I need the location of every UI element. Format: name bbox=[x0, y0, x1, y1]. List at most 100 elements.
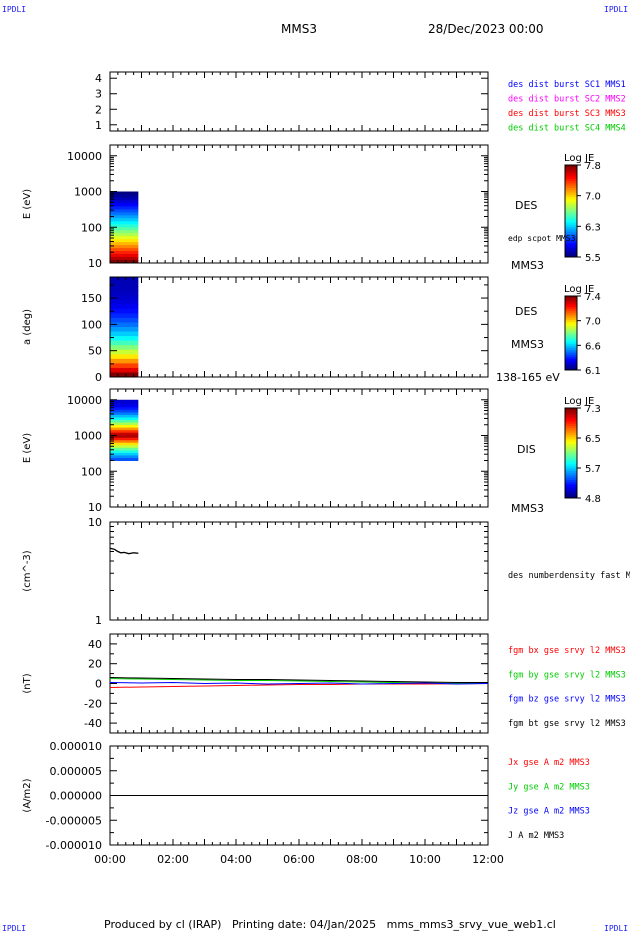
colorbar-cell-4 bbox=[565, 489, 577, 492]
colorbar-cell-4 bbox=[565, 444, 577, 447]
colorbar-cell-2 bbox=[565, 243, 577, 246]
colorbar-cell-4 bbox=[565, 493, 577, 497]
y-tick-label-7: 0.000005 bbox=[50, 765, 103, 778]
colorbar-cell-3 bbox=[565, 355, 577, 358]
pitch-angle-cell bbox=[110, 358, 139, 364]
legend-sc-4: des dist burst SC4 MMS4 bbox=[508, 124, 626, 134]
dis-energy-cell bbox=[110, 399, 139, 403]
colorbar-cell-3 bbox=[565, 349, 577, 352]
colorbar-cell-3 bbox=[565, 310, 577, 314]
panel-frame-1 bbox=[109, 71, 489, 132]
pitch-angle-cell bbox=[110, 322, 139, 328]
colorbar-cell-4 bbox=[565, 475, 577, 479]
panel-label-mms3: MMS3 bbox=[511, 259, 544, 272]
panel-label-des-pa: DES bbox=[515, 305, 537, 318]
y-tick-label-6: -40 bbox=[84, 717, 102, 730]
colorbar-cell-4 bbox=[565, 468, 577, 472]
y-tick-label-3: 100 bbox=[81, 318, 102, 331]
des-energy-cell bbox=[110, 257, 139, 261]
colorbar-cell-2 bbox=[565, 174, 577, 177]
des-energy-cell bbox=[110, 230, 139, 234]
y-tick-label-2: 1000 bbox=[74, 186, 102, 199]
plot-date: 28/Dec/2023 00:00 bbox=[428, 22, 544, 36]
colorbar-cell-3 bbox=[565, 342, 577, 345]
colorbar-tick-label-3: 7.0 bbox=[585, 317, 601, 328]
colorbar-cell-2 bbox=[565, 229, 577, 233]
pitch-angle-cell bbox=[110, 354, 139, 360]
colorbar-cell-3 bbox=[565, 351, 577, 354]
dis-energy-cell bbox=[110, 422, 139, 426]
colorbar-cell-3 bbox=[565, 366, 577, 369]
colorbar-cell-3 bbox=[565, 303, 577, 306]
colorbar-cell-2 bbox=[565, 220, 577, 223]
des-energy-cell bbox=[110, 245, 139, 249]
colorbar-cell-4 bbox=[565, 437, 577, 440]
colorbar-cell-2 bbox=[565, 176, 577, 180]
colorbar-cell-3 bbox=[565, 360, 577, 364]
des-energy-cell bbox=[110, 221, 139, 225]
pitch-angle-cell bbox=[110, 363, 139, 369]
colorbar-cell-4 bbox=[565, 459, 577, 463]
y-tick-label-1: 4 bbox=[95, 72, 102, 85]
colorbar-cell-2 bbox=[565, 247, 577, 251]
colorbar-cell-3 bbox=[565, 321, 577, 325]
colorbar-cell-2 bbox=[565, 254, 577, 258]
des-energy-cell bbox=[110, 203, 139, 207]
pitch-angle-cell bbox=[110, 372, 139, 378]
colorbar-tick-label-2: 5.5 bbox=[585, 253, 601, 264]
y-tick-label-7: -0.000010 bbox=[46, 839, 102, 852]
colorbar-cell-4 bbox=[565, 450, 577, 454]
colorbar-cell-2 bbox=[565, 238, 577, 242]
y-tick-label-4: 1000 bbox=[74, 430, 102, 443]
colorbar-cell-3 bbox=[565, 320, 577, 323]
dis-energy-cell bbox=[110, 430, 139, 434]
b-field-line-1 bbox=[109, 683, 489, 688]
colorbar-cell-4 bbox=[565, 466, 577, 470]
panel-label-energy-range: 138-165 eV bbox=[496, 371, 560, 384]
y-tick-label-2: 10000 bbox=[67, 150, 102, 163]
y-tick-label-4: 10 bbox=[88, 501, 102, 514]
legend-bfield-4: fgm bt gse srvy l2 MMS3 bbox=[508, 719, 626, 729]
colorbar-cell-2 bbox=[565, 192, 577, 196]
colorbar-cell-3 bbox=[565, 353, 577, 356]
y-tick-label-1: 2 bbox=[95, 103, 102, 116]
colorbar-cell-3 bbox=[565, 333, 577, 336]
colorbar-tick-label-2: 7.8 bbox=[585, 161, 601, 172]
colorbar-cell-2 bbox=[565, 197, 577, 200]
colorbar-cell-2 bbox=[565, 167, 577, 171]
y-tick-label-3: 150 bbox=[81, 292, 102, 305]
panel-frame-3 bbox=[109, 276, 489, 378]
b-field-line-4 bbox=[109, 677, 488, 684]
corner-label-bottom-left: IPDLI bbox=[2, 924, 27, 933]
pitch-angle-cell bbox=[110, 349, 139, 355]
y-tick-label-4: 100 bbox=[81, 465, 102, 478]
colorbar-cell-2 bbox=[565, 208, 577, 212]
colorbar-cell-4 bbox=[565, 435, 577, 438]
corner-label-bottom-right: IPDLI bbox=[604, 924, 629, 933]
dis-energy-cell bbox=[110, 427, 139, 431]
colorbar-tick-label-2: 7.0 bbox=[585, 192, 601, 203]
colorbar-cell-3 bbox=[565, 347, 577, 351]
colorbar-cell-2 bbox=[565, 234, 577, 237]
y-tick-label-1: 3 bbox=[95, 88, 102, 101]
colorbar-cell-2 bbox=[565, 181, 577, 184]
dis-energy-cell bbox=[110, 417, 139, 421]
colorbar-cell-2 bbox=[565, 199, 577, 203]
colorbar-cell-3 bbox=[565, 312, 577, 315]
dis-energy-cell bbox=[110, 414, 139, 418]
pitch-angle-cell bbox=[110, 295, 139, 301]
colorbar-tick-label-4: 4.8 bbox=[585, 494, 601, 505]
density-line bbox=[109, 547, 139, 555]
panel-label-des: DES bbox=[515, 199, 537, 212]
panel-frame-2 bbox=[109, 144, 489, 264]
dis-energy-cell bbox=[110, 425, 139, 429]
colorbar-cell-4 bbox=[565, 419, 577, 422]
x-tick-label: 10:00 bbox=[409, 853, 441, 866]
y-tick-label-3: 0 bbox=[95, 371, 102, 384]
colorbar-cell-4 bbox=[565, 457, 577, 461]
colorbar-cell-3 bbox=[565, 307, 577, 310]
legend-sc-3: des dist burst SC3 MMS3 bbox=[508, 109, 626, 119]
footer-text: Produced by cl (IRAP) Printing date: 04/… bbox=[104, 918, 556, 931]
x-tick-label: 08:00 bbox=[346, 853, 378, 866]
des-energy-cell bbox=[110, 191, 139, 195]
